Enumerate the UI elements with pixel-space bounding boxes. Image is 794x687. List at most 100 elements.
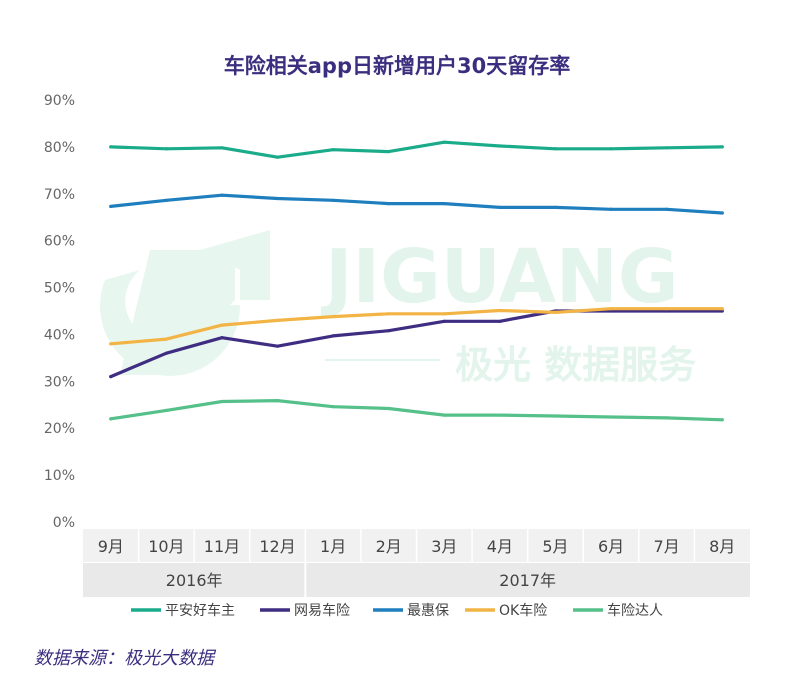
y-tick-label: 30% (44, 374, 75, 390)
legend-label: 最惠保 (407, 603, 449, 619)
x-tick-label: 8月 (709, 537, 735, 556)
data-point (220, 193, 224, 197)
year-band (83, 563, 750, 597)
legend-item: 车险达人 (573, 602, 663, 619)
year-label: 2017年 (499, 571, 556, 590)
data-point (609, 147, 613, 151)
legend-item: 最惠保 (373, 603, 449, 619)
data-point (275, 155, 280, 159)
legend-label: 平安好车主 (165, 602, 235, 619)
y-tick-label: 80% (44, 140, 75, 156)
data-point (442, 319, 446, 323)
data-point (220, 146, 224, 150)
data-point (720, 307, 724, 311)
data-point (720, 211, 724, 215)
data-point (609, 207, 613, 211)
data-point (164, 147, 168, 151)
data-point (498, 308, 502, 313)
data-point (498, 413, 502, 417)
x-tick-label: 2月 (376, 537, 402, 556)
data-point (665, 307, 669, 311)
series-line (109, 140, 724, 159)
series-line (109, 193, 724, 215)
chart-title: 车险相关app日新增用户30天留存率 (224, 54, 570, 78)
data-point (387, 406, 391, 411)
x-tick-label: 11月 (204, 537, 240, 556)
legend-label: 车险达人 (607, 602, 663, 619)
year-label: 2016年 (166, 571, 223, 590)
data-point (275, 398, 280, 403)
y-tick-label: 10% (44, 468, 75, 484)
y-tick-label: 50% (44, 281, 75, 297)
legend-item: 平安好车主 (131, 602, 235, 619)
y-axis: 0% 10% 20% 30% 40% 50% 60% 70% 80% 90% (44, 93, 75, 531)
data-point (442, 312, 446, 316)
data-point (331, 405, 335, 409)
data-point (331, 148, 335, 152)
data-point (609, 415, 613, 419)
data-point (164, 198, 168, 202)
x-tick-label: 9月 (98, 537, 124, 556)
data-point (442, 413, 446, 417)
legend-label: OK车险 (499, 602, 547, 619)
data-point (220, 399, 224, 404)
legend: 平安好车主 网易车险 最惠保 OK车险 车险达人 (131, 602, 663, 619)
y-tick-label: 70% (44, 187, 75, 203)
data-point (275, 196, 280, 201)
data-point (387, 329, 391, 333)
data-point (665, 207, 669, 211)
data-point (220, 336, 224, 340)
data-point (275, 344, 280, 348)
series-line (109, 399, 724, 422)
data-point (387, 149, 391, 154)
data-point (720, 145, 724, 149)
x-tick-label: 4月 (487, 537, 513, 556)
legend-item: 网易车险 (260, 602, 350, 619)
series-lines (109, 140, 724, 422)
x-axis: 9月 10月 11月 12月 1月 2月 3月 4月 5月 6月 7月 8月 2016年 2017年 (83, 529, 750, 597)
x-tick-label: 10月 (148, 537, 184, 556)
watermark-subtitle: 极光 数据服务 (455, 343, 696, 387)
data-point (387, 312, 391, 316)
x-tick-label: 12月 (259, 537, 295, 556)
data-point (553, 147, 558, 151)
data-point (665, 416, 669, 420)
y-tick-label: 90% (44, 93, 75, 109)
y-tick-label: 20% (44, 421, 75, 437)
watermark: JIGUANG 极光 数据服务 (100, 230, 696, 387)
data-point (275, 318, 280, 322)
data-point (498, 205, 502, 209)
x-tick-label: 7月 (654, 537, 680, 556)
x-tick-label: 1月 (320, 537, 346, 556)
data-point (109, 204, 113, 209)
x-tick-label: 5月 (542, 537, 568, 556)
data-point (164, 351, 168, 355)
y-tick-label: 60% (44, 234, 75, 250)
y-tick-label: 0% (53, 515, 75, 531)
data-point (220, 323, 224, 327)
series-line (109, 309, 724, 379)
data-point (442, 140, 446, 144)
data-point (109, 145, 113, 149)
watermark-logo (100, 230, 270, 376)
data-point (553, 205, 558, 209)
data-point (665, 146, 669, 150)
x-tick-label: 3月 (431, 537, 457, 556)
data-source: 数据来源：极光大数据 (34, 648, 214, 669)
data-point (498, 319, 502, 323)
legend-label: 网易车险 (294, 602, 350, 619)
data-point (109, 417, 113, 421)
legend-item: OK车险 (465, 602, 547, 619)
watermark-brand: JIGUANG (320, 234, 679, 320)
data-point (164, 337, 168, 341)
data-point (553, 310, 558, 315)
data-point (609, 307, 613, 311)
data-point (331, 334, 335, 338)
data-point (109, 375, 113, 379)
data-point (331, 315, 335, 319)
data-point (442, 202, 446, 206)
series-line (109, 307, 724, 346)
data-point (720, 418, 724, 422)
data-point (498, 144, 502, 148)
